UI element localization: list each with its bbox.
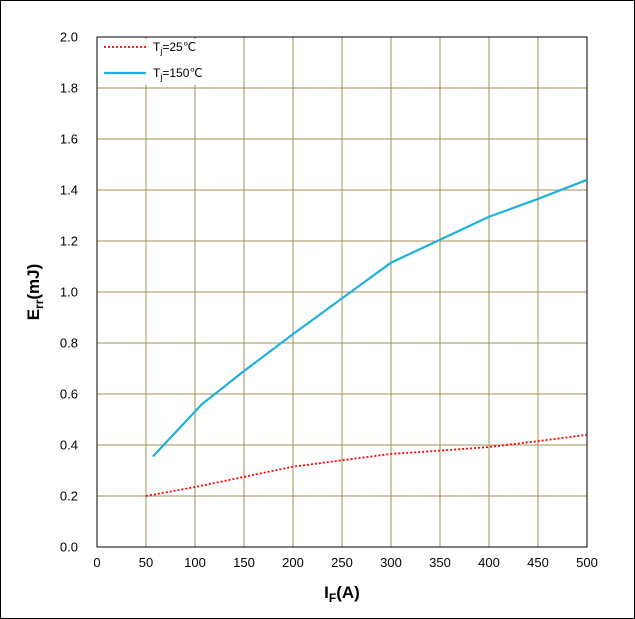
- y-tick-label: 1.6: [60, 132, 78, 147]
- legend-background: [99, 39, 219, 85]
- x-tick-label: 300: [380, 555, 402, 570]
- x-tick-label: 200: [282, 555, 304, 570]
- y-tick-label: 0.6: [60, 387, 78, 402]
- legend-label: Tj=25℃: [153, 40, 196, 56]
- legend-label: Tj=150℃: [153, 66, 203, 82]
- x-tick-label: 250: [331, 555, 353, 570]
- x-tick-label: 50: [139, 555, 153, 570]
- tick-labels: 0 50 100 150 200 250 300 350 400 450 500 0.0 0.2 0.4 0…: [60, 30, 598, 571]
- y-tick-label: 1.2: [60, 234, 78, 249]
- series-line-tj-150c: [152, 178, 588, 458]
- x-tick-label: 400: [478, 555, 500, 570]
- x-axis-label: IF(A): [324, 583, 360, 605]
- y-tick-label: 1.8: [60, 81, 78, 96]
- x-tick-label: 500: [576, 555, 598, 570]
- y-tick-label: 0.8: [60, 336, 78, 351]
- x-tick-label: 450: [527, 555, 549, 570]
- plot-area-border: [96, 36, 588, 548]
- y-tick-label: 1.0: [60, 285, 78, 300]
- y-tick-label: 2.0: [60, 30, 78, 45]
- legend: Tj=25℃ Tj=150℃: [99, 39, 219, 85]
- x-tick-label: 350: [429, 555, 451, 570]
- series: [145, 178, 588, 497]
- y-axis-label: Err(mJ): [24, 264, 46, 321]
- x-tick-label: 150: [233, 555, 255, 570]
- y-tick-label: 0.0: [60, 540, 78, 555]
- x-tick-label: 0: [93, 555, 100, 570]
- y-tick-label: 0.2: [60, 489, 78, 504]
- y-tick-label: 1.4: [60, 183, 78, 198]
- series-line-tj-25c: [145, 433, 588, 497]
- grid: [96, 36, 588, 548]
- x-tick-label: 100: [184, 555, 206, 570]
- y-tick-label: 0.4: [60, 438, 78, 453]
